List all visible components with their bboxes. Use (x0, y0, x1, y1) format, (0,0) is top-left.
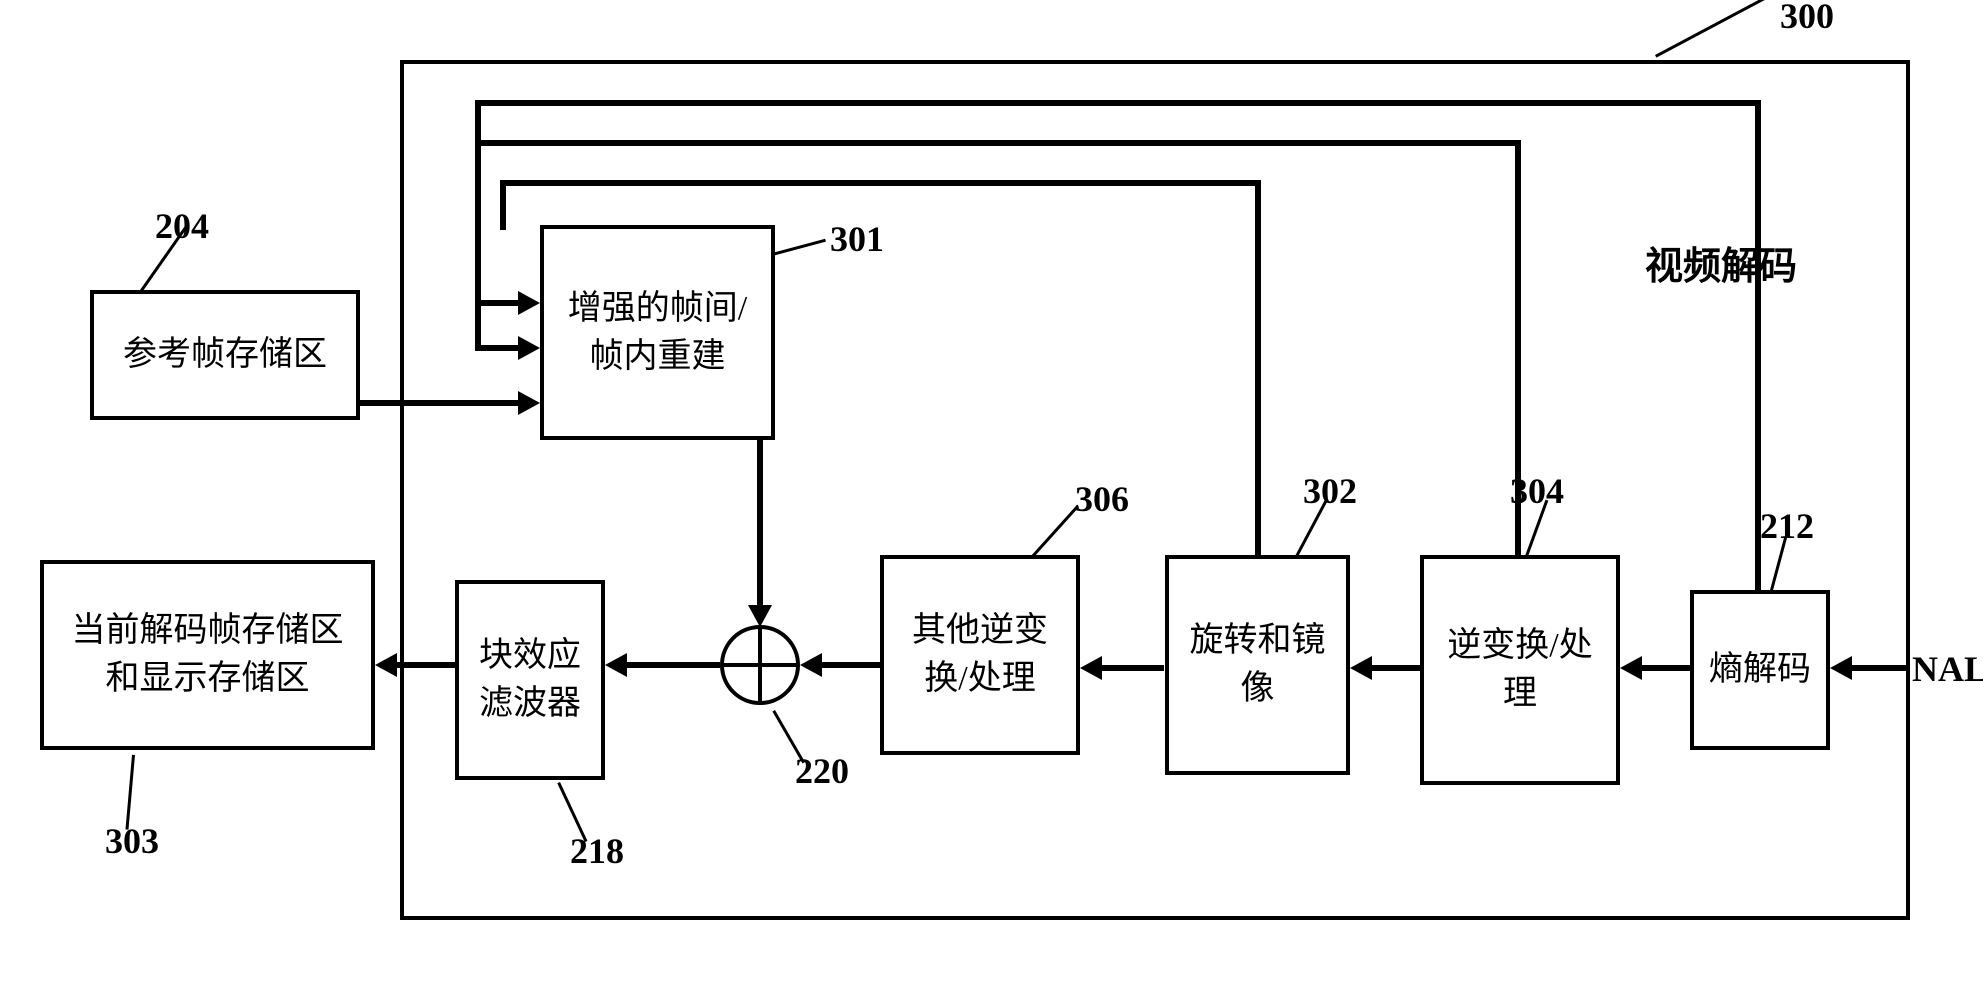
lead-300 (1655, 0, 1771, 58)
label-218: 218 (570, 830, 624, 872)
label-303: 303 (105, 820, 159, 862)
arrow-204-301b-head (518, 391, 540, 415)
label-302: 302 (1303, 470, 1357, 512)
node-cur-store: 当前解码帧存储区 和显示存储区 (40, 560, 375, 750)
arrow-218-303 (395, 662, 455, 668)
fb-in1 (475, 300, 522, 306)
fb-in1-head (518, 291, 540, 315)
label-301: 301 (830, 218, 884, 260)
outer-box (400, 60, 1910, 920)
node-deblock: 块效应 滤波器 (455, 580, 605, 780)
arrow-306-220-head (800, 653, 822, 677)
node-other-inv: 其他逆变 换/处理 (880, 555, 1080, 755)
arrow-212-304-head (1620, 656, 1642, 680)
label-220: 220 (795, 750, 849, 792)
label-204: 204 (155, 205, 209, 247)
node-rot-mirror: 旋转和镜 像 (1165, 555, 1350, 775)
title-video-decode: 视频解码 (1645, 235, 1797, 290)
arrow-218-303-head (375, 653, 397, 677)
node-inv-trans: 逆变换/处 理 (1420, 555, 1620, 785)
fb-top-outer-h (475, 100, 1760, 106)
arrow-212-304 (1640, 665, 1690, 671)
node-recon: 增强的帧间/ 帧内重建 (540, 225, 775, 440)
node-ref-store: 参考帧存储区 (90, 290, 360, 420)
arrow-302-306 (1101, 665, 1164, 671)
fb-in2 (475, 345, 522, 351)
node-entropy: 熵解码 (1690, 590, 1830, 750)
label-306: 306 (1075, 478, 1129, 520)
arrow-304-302-head (1350, 656, 1372, 680)
label-300: 300 (1780, 0, 1834, 37)
arrow-204-301b (360, 400, 520, 406)
fb-top-inner-h (500, 180, 1260, 186)
arrow-301-220-head (748, 605, 772, 627)
arrow-301-220v (757, 440, 763, 610)
fb-top-inner-vL (500, 180, 506, 230)
arrow-304-302 (1370, 665, 1420, 671)
arrow-220-218-head (605, 653, 627, 677)
label-212: 212 (1760, 505, 1814, 547)
fb-top-mid-vR (1515, 140, 1521, 556)
label-nal: NAL (1912, 648, 1983, 690)
arrow-306-220 (820, 662, 880, 668)
arrow-nal-head (1830, 656, 1852, 680)
arrow-220-218 (625, 662, 720, 668)
fb-top-inner-vR (1255, 180, 1261, 556)
fb-top-mid-vL (475, 140, 481, 351)
lead-303 (125, 755, 135, 830)
node-sum (720, 625, 800, 705)
fb-top-outer-vR (1755, 100, 1761, 590)
fb-top-mid-h (475, 140, 1520, 146)
arrow-nal-line (1850, 665, 1910, 671)
arrow-302-306-head (1080, 656, 1102, 680)
fb-in2-head (518, 336, 540, 360)
